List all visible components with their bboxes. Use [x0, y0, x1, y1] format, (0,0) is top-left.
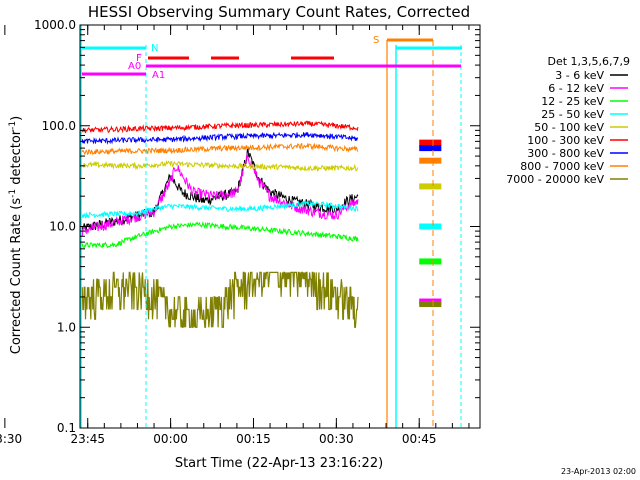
post-gap-level-5 — [419, 223, 442, 230]
series-line-2 — [81, 152, 359, 237]
x-tick-label-2: 23:45 — [70, 432, 105, 446]
post-gap-level-4 — [419, 183, 442, 190]
legend-label-7: 300 - 800 keV — [527, 147, 604, 160]
x-tick-label-6: 00:45 — [402, 432, 437, 446]
x-tick-label-1: 23:30 — [0, 432, 22, 446]
series-line-4 — [81, 199, 359, 220]
y-tick-label-3: 10.0 — [49, 220, 76, 234]
x-tick-label-4: 00:15 — [236, 432, 271, 446]
legend-label-5: 50 - 100 keV — [534, 121, 604, 134]
legend-label-4: 25 - 50 keV — [541, 108, 604, 121]
legend-label-2: 6 - 12 keV — [548, 82, 604, 95]
post-gap-level-6 — [419, 258, 442, 265]
series-line-3 — [81, 220, 359, 249]
series-line-9 — [81, 271, 359, 328]
y-tick-label-5: 0.1 — [57, 421, 76, 435]
y-tick-label-2: 100.0 — [42, 119, 76, 133]
attenuator-a1-label: A1 — [152, 70, 165, 81]
post-gap-level-1 — [419, 139, 442, 146]
series-line-7 — [81, 131, 358, 145]
legend-label-9: 7000 - 20000 keV — [506, 173, 604, 186]
chart-title: HESSI Observing Summary Count Rates, Cor… — [88, 3, 470, 21]
series-line-6 — [81, 120, 359, 134]
footer-timestamp: 23-Apr-2013 02:00 — [561, 467, 636, 476]
series-line-8 — [81, 142, 359, 156]
axes: 1000.0 100.0 10.0 1.0 0.1 23:30 23:45 00:00 00:1… — [0, 18, 481, 446]
x-tick-label-3: 00:00 — [153, 432, 188, 446]
series-line-5 — [81, 160, 359, 173]
x-axis-label: Start Time (22-Apr-13 23:16:22) — [175, 456, 383, 471]
post-gap-level-2 — [419, 145, 442, 152]
night-flag-label: N — [151, 43, 158, 54]
post-gap-level-3 — [419, 157, 442, 164]
legend-label-6: 100 - 300 keV — [527, 134, 604, 147]
saa-flag-label: S — [373, 35, 379, 46]
y-tick-label-4: 1.0 — [57, 320, 76, 334]
legend-label-3: 12 - 25 keV — [541, 95, 604, 108]
flare-flag-label: F — [136, 53, 142, 64]
y-axis-label: Corrected Count Rate (s-1 detector-1) — [8, 116, 24, 354]
attenuator-a0-label: A0 — [128, 61, 141, 72]
legend-title: Det 1,3,5,6,7,9 — [547, 55, 630, 68]
y-tick-label-1: 1000.0 — [34, 18, 76, 32]
legend-label-1: 3 - 6 keV — [555, 69, 604, 82]
x-tick-label-5: 00:30 — [319, 432, 354, 446]
post-gap-level-8 — [419, 301, 442, 308]
legend-label-8: 800 - 7000 keV — [520, 160, 604, 173]
